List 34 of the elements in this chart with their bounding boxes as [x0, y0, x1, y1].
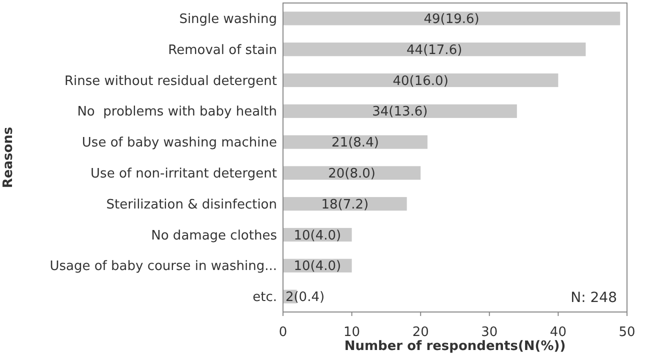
x-axis-title: Number of respondents(N(%))	[344, 339, 566, 354]
y-tick-label: No problems with baby health	[77, 104, 277, 120]
data-label: 49(19.6)	[424, 12, 480, 27]
y-axis-title: Reasons	[1, 126, 16, 188]
y-tick-label: No damage clothes	[151, 228, 278, 244]
bar	[283, 12, 620, 26]
bar	[283, 135, 428, 149]
bar	[283, 104, 517, 118]
bar	[283, 73, 558, 88]
x-tick-label: 50	[618, 325, 636, 340]
y-tick-label: Sterilization & disinfection	[106, 197, 277, 212]
x-tick-label: 0	[278, 325, 288, 340]
y-tick-label: Rinse without residual detergent	[64, 74, 277, 89]
x-tick-label: 40	[550, 325, 566, 340]
data-label: 18(7.2)	[321, 197, 369, 212]
data-label: 2(0.4)	[285, 290, 325, 306]
data-label: 40(16.0)	[392, 74, 448, 89]
data-label: 21(8.4)	[332, 136, 379, 151]
x-tick-label: 30	[481, 325, 498, 340]
data-label: 34(13.6)	[372, 104, 428, 120]
annotation: N: 248	[570, 290, 617, 306]
x-tick-label: 10	[344, 325, 360, 340]
y-tick-label: Single washing	[179, 12, 277, 27]
y-tick-label: Usage of baby course in washing...	[50, 259, 277, 274]
y-tick-label: etc.	[252, 290, 277, 306]
y-tick-label: Removal of stain	[168, 42, 277, 58]
data-label: 10(4.0)	[294, 228, 342, 244]
x-tick-label: 20	[412, 325, 429, 340]
data-label: 44(17.6)	[406, 42, 462, 58]
y-tick-label: Use of baby washing machine	[82, 136, 277, 151]
data-label: 10(4.0)	[294, 259, 342, 274]
bar	[283, 42, 586, 56]
data-label: 20(8.0)	[328, 166, 376, 182]
y-tick-label: Use of non-irritant detergent	[90, 166, 277, 182]
